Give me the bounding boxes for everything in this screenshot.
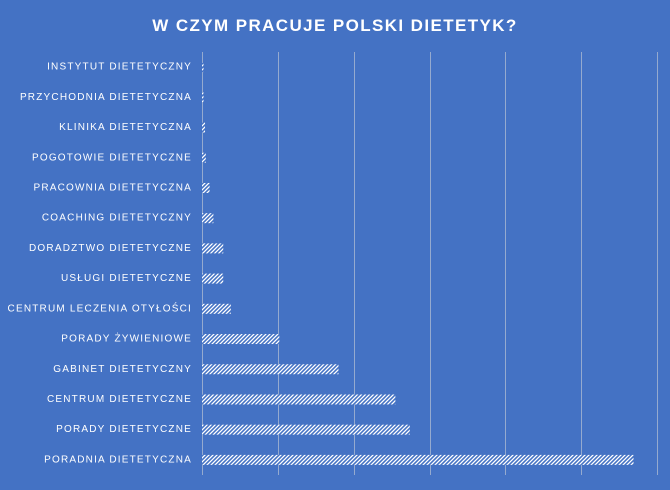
bar-3 [202, 152, 206, 163]
bar-12 [202, 424, 410, 435]
category-label-6: DORADZTWO DIETETYCZNE [29, 243, 192, 254]
category-label-0: INSTYTUT DIETETYCZNY [47, 62, 192, 73]
category-label-4: PRACOWNIA DIETETYCZNA [33, 182, 192, 193]
bar-2 [202, 122, 206, 133]
bar-11 [202, 394, 396, 405]
category-label-1: PRZYCHODNIA DIETETYCZNA [20, 92, 192, 103]
bar-13 [202, 454, 634, 465]
category-label-10: GABINET DIETETYCZNY [53, 364, 192, 375]
bar-4 [202, 182, 210, 193]
bar-8 [202, 303, 231, 314]
category-label-8: CENTRUM LECZENIA OTYŁOŚCI [8, 301, 192, 314]
bar-6 [202, 243, 224, 254]
gridlines [202, 52, 658, 475]
category-label-11: CENTRUM DIETETYCZNE [47, 394, 192, 405]
category-label-12: PORADY DIETETYCZNE [56, 424, 192, 435]
category-label-5: COACHING DIETETYCZNY [42, 213, 192, 224]
bars [202, 62, 634, 465]
bar-1 [202, 92, 204, 103]
chart-title: W CZYM PRACUJE POLSKI DIETETYK? [152, 16, 517, 35]
category-label-7: USŁUGI DIETETYCZNE [61, 273, 192, 284]
category-label-3: POGOTOWIE DIETETYCZNE [32, 152, 192, 163]
bar-0 [202, 62, 204, 73]
category-label-2: KLINIKA DIETETYCZNA [59, 122, 192, 133]
category-label-13: PORADNIA DIETETYCZNA [44, 454, 192, 465]
bar-10 [202, 364, 339, 375]
bar-7 [202, 273, 224, 284]
category-label-9: PORADY ŻYWIENIOWE [61, 332, 192, 345]
bar-9 [202, 334, 280, 345]
bar-5 [202, 213, 214, 224]
category-labels: INSTYTUT DIETETYCZNY PRZYCHODNIA DIETETYC… [8, 62, 192, 466]
